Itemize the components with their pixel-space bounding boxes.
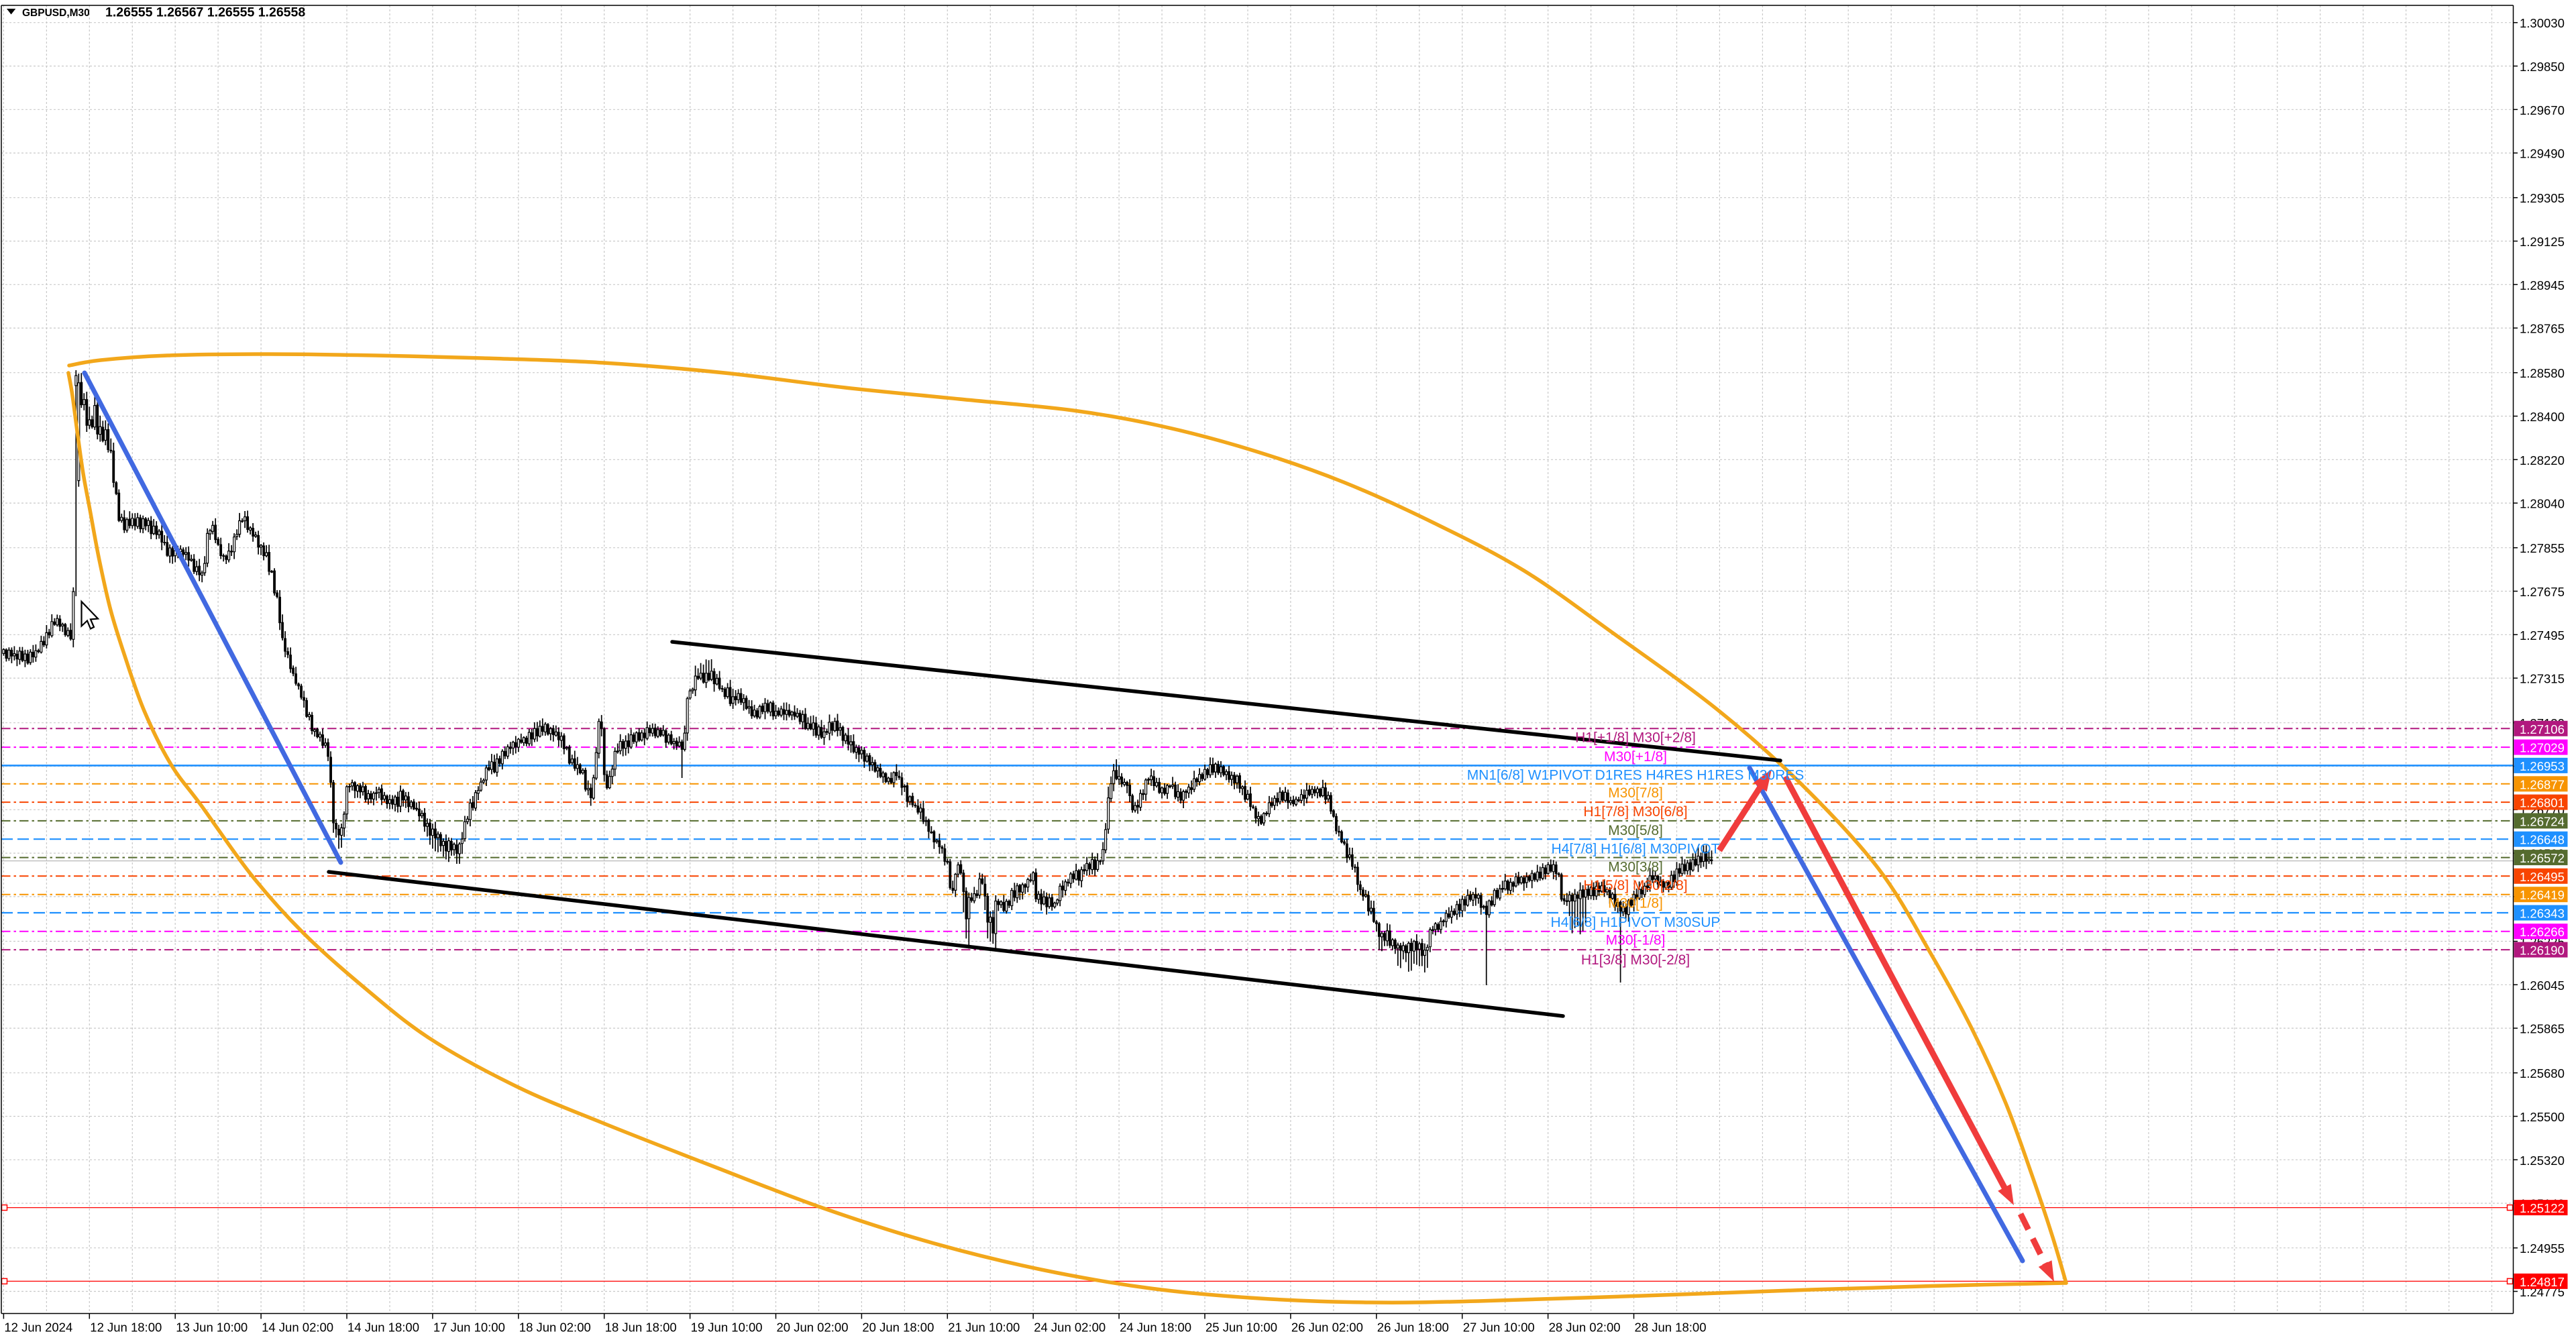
svg-text:1.26555 1.26567 1.26555 1.2655: 1.26555 1.26567 1.26555 1.26558 (105, 5, 305, 20)
svg-text:M30[+1/8]: M30[+1/8] (1604, 749, 1667, 765)
svg-text:1.26266: 1.26266 (2520, 925, 2565, 939)
svg-text:1.26648: 1.26648 (2520, 833, 2565, 847)
svg-text:21 Jun 10:00: 21 Jun 10:00 (948, 1321, 1020, 1335)
svg-text:24 Jun 02:00: 24 Jun 02:00 (1034, 1321, 1106, 1335)
svg-text:1.28400: 1.28400 (2520, 410, 2565, 424)
svg-text:H1[+1/8] M30[+2/8]: H1[+1/8] M30[+2/8] (1575, 730, 1696, 745)
svg-text:14 Jun 02:00: 14 Jun 02:00 (262, 1321, 333, 1335)
svg-text:H4[7/8] H1[6/8] M30PIVOT: H4[7/8] H1[6/8] M30PIVOT (1552, 841, 1720, 856)
svg-text:M30[-1/8]: M30[-1/8] (1606, 932, 1666, 948)
svg-text:27 Jun 10:00: 27 Jun 10:00 (1463, 1321, 1535, 1335)
svg-text:1.27495: 1.27495 (2520, 628, 2565, 642)
svg-text:17 Jun 10:00: 17 Jun 10:00 (433, 1321, 505, 1335)
svg-text:MN1[6/8] W1PIVOT D1RES H4RES H: MN1[6/8] W1PIVOT D1RES H4RES H1RES M30RE… (1467, 767, 1805, 783)
svg-text:1.26801: 1.26801 (2520, 796, 2565, 810)
svg-text:28 Jun 18:00: 28 Jun 18:00 (1635, 1321, 1707, 1335)
svg-text:H4[6/8] H1PIVOT M30SUP: H4[6/8] H1PIVOT M30SUP (1551, 915, 1721, 930)
svg-text:19 Jun 10:00: 19 Jun 10:00 (691, 1321, 763, 1335)
svg-text:20 Jun 18:00: 20 Jun 18:00 (862, 1321, 934, 1335)
svg-text:1.26572: 1.26572 (2520, 851, 2565, 865)
svg-text:24 Jun 18:00: 24 Jun 18:00 (1120, 1321, 1191, 1335)
svg-text:1.25500: 1.25500 (2520, 1110, 2565, 1124)
svg-text:1.26045: 1.26045 (2520, 978, 2565, 993)
svg-text:26 Jun 02:00: 26 Jun 02:00 (1291, 1321, 1363, 1335)
svg-text:1.27106: 1.27106 (2520, 722, 2565, 736)
svg-text:1.28765: 1.28765 (2520, 322, 2565, 336)
svg-text:1.26419: 1.26419 (2520, 888, 2565, 902)
svg-text:20 Jun 02:00: 20 Jun 02:00 (777, 1321, 849, 1335)
svg-text:18 Jun 02:00: 18 Jun 02:00 (519, 1321, 591, 1335)
svg-text:1.26877: 1.26877 (2520, 777, 2565, 791)
svg-text:12 Jun 2024: 12 Jun 2024 (4, 1321, 72, 1335)
svg-text:1.24955: 1.24955 (2520, 1241, 2565, 1255)
svg-text:1.24817: 1.24817 (2520, 1275, 2565, 1289)
svg-text:1.29305: 1.29305 (2520, 191, 2565, 205)
svg-text:1.27855: 1.27855 (2520, 541, 2565, 555)
svg-text:1.29850: 1.29850 (2520, 60, 2565, 74)
svg-text:12 Jun 18:00: 12 Jun 18:00 (90, 1321, 162, 1335)
svg-text:1.29125: 1.29125 (2520, 235, 2565, 249)
svg-text:1.26724: 1.26724 (2520, 814, 2565, 828)
svg-text:M30[5/8]: M30[5/8] (1608, 823, 1663, 838)
svg-text:1.28040: 1.28040 (2520, 497, 2565, 511)
svg-text:H1[5/8] M30[2/8]: H1[5/8] M30[2/8] (1583, 878, 1687, 893)
svg-text:1.28580: 1.28580 (2520, 366, 2565, 380)
svg-text:1.27029: 1.27029 (2520, 741, 2565, 755)
svg-text:25 Jun 10:00: 25 Jun 10:00 (1205, 1321, 1277, 1335)
svg-text:M30[1/8]: M30[1/8] (1608, 895, 1663, 911)
svg-text:1.26343: 1.26343 (2520, 907, 2565, 921)
svg-text:1.25122: 1.25122 (2520, 1201, 2565, 1215)
svg-text:1.27315: 1.27315 (2520, 672, 2565, 686)
svg-text:H1[7/8] M30[6/8]: H1[7/8] M30[6/8] (1583, 804, 1687, 820)
svg-text:28 Jun 02:00: 28 Jun 02:00 (1549, 1321, 1621, 1335)
svg-text:1.25320: 1.25320 (2520, 1154, 2565, 1168)
svg-text:14 Jun 18:00: 14 Jun 18:00 (347, 1321, 419, 1335)
svg-text:1.25865: 1.25865 (2520, 1022, 2565, 1036)
svg-text:M30[7/8]: M30[7/8] (1608, 785, 1663, 801)
svg-text:13 Jun 10:00: 13 Jun 10:00 (176, 1321, 248, 1335)
svg-text:1.26495: 1.26495 (2520, 870, 2565, 884)
svg-text:M30[3/8]: M30[3/8] (1608, 859, 1663, 875)
svg-text:1.29670: 1.29670 (2520, 103, 2565, 117)
svg-text:GBPUSD,M30: GBPUSD,M30 (22, 7, 90, 19)
svg-text:1.29490: 1.29490 (2520, 147, 2565, 161)
svg-text:1.25680: 1.25680 (2520, 1066, 2565, 1080)
svg-text:1.28220: 1.28220 (2520, 453, 2565, 467)
svg-text:18 Jun 18:00: 18 Jun 18:00 (605, 1321, 677, 1335)
svg-text:1.26190: 1.26190 (2520, 944, 2565, 958)
svg-text:1.27675: 1.27675 (2520, 585, 2565, 599)
svg-text:1.26953: 1.26953 (2520, 759, 2565, 773)
svg-text:1.30030: 1.30030 (2520, 16, 2565, 30)
svg-text:H1[3/8] M30[-2/8]: H1[3/8] M30[-2/8] (1581, 952, 1690, 968)
svg-text:26 Jun 18:00: 26 Jun 18:00 (1377, 1321, 1449, 1335)
svg-text:1.28945: 1.28945 (2520, 278, 2565, 292)
